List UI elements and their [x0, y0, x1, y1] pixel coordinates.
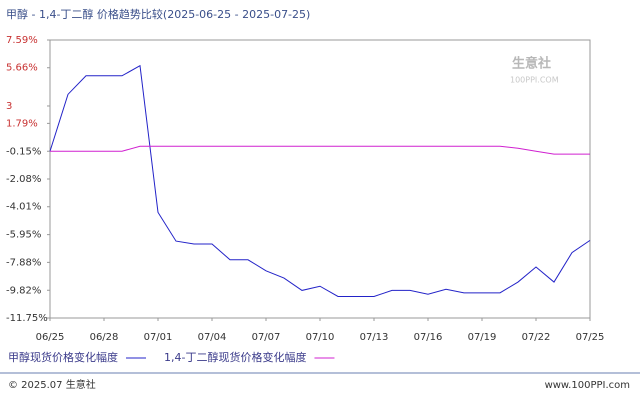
x-tick-label: 07/04 — [198, 332, 227, 343]
watermark: 生意社 — [512, 56, 551, 72]
y-tick-label: -2.08% — [6, 174, 41, 185]
y-tick-label: -7.88% — [6, 257, 41, 268]
y-tick-label: 1.79% — [6, 118, 38, 129]
y-tick-label: 3 — [6, 101, 12, 112]
x-tick-label: 07/19 — [468, 332, 497, 343]
x-tick-label: 07/22 — [522, 332, 551, 343]
footer-right: www.100PPI.com — [545, 380, 630, 391]
legend-label: 甲醇现货价格变化幅度 — [8, 350, 118, 364]
x-tick-label: 07/16 — [414, 332, 443, 343]
legend-label: 1,4-丁二醇现货价格变化幅度 — [164, 350, 306, 364]
footer-left: © 2025.07 生意社 — [8, 378, 96, 391]
chart-title: 甲醇 - 1,4-丁二醇 价格趋势比较(2025-06-25 - 2025-07… — [6, 7, 310, 21]
y-tick-label: -11.75% — [6, 313, 48, 324]
watermark-sub: 100PPI.COM — [510, 76, 559, 85]
y-tick-label: -9.82% — [6, 285, 41, 296]
y-tick-label: 5.66% — [6, 63, 38, 74]
x-tick-label: 06/25 — [36, 332, 65, 343]
series-line — [49, 64, 591, 297]
y-tick-label: -4.01% — [6, 202, 41, 213]
series-line — [50, 145, 590, 155]
x-tick-label: 07/01 — [144, 332, 173, 343]
x-tick-label: 07/10 — [306, 332, 335, 343]
y-tick-label: -0.15% — [6, 146, 41, 157]
x-tick-label: 06/28 — [90, 332, 119, 343]
y-tick-label: -5.95% — [6, 230, 41, 241]
x-tick-label: 07/13 — [360, 332, 389, 343]
y-tick-label: 7.59% — [6, 35, 38, 46]
x-tick-label: 07/25 — [576, 332, 605, 343]
x-tick-label: 07/07 — [252, 332, 281, 343]
